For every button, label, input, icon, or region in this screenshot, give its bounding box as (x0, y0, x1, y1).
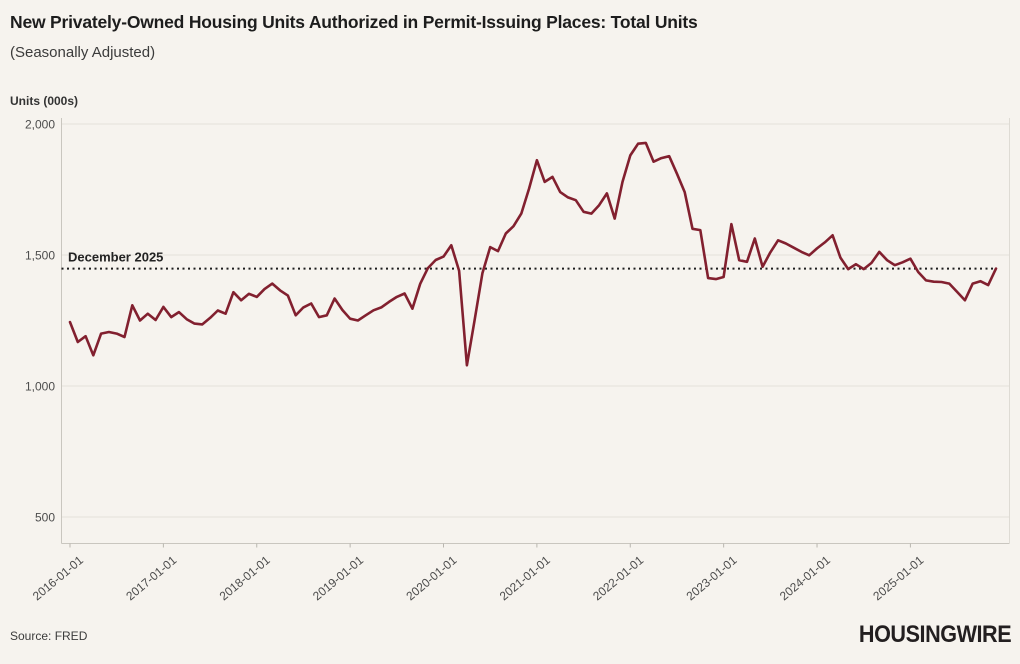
x-tick-label: 2025-01-01 (870, 553, 926, 603)
x-tick-label: 2016-01-01 (30, 553, 86, 603)
x-tick-labels: 2016-01-01 2017-01-01 2018-01-01 2019-01-01… (30, 543, 927, 603)
y-tick-label: 2,000 (25, 118, 55, 132)
chart-subtitle: (Seasonally Adjusted) (10, 44, 156, 61)
chart-title: New Privately-Owned Housing Units Author… (10, 12, 698, 32)
axes (61, 118, 1010, 544)
x-tick-label: 2020-01-01 (403, 553, 459, 603)
housingwire-logo: HOUSINGWIRE (858, 621, 1012, 648)
y-tick-labels: 500 1,000 1,500 2,000 (25, 118, 55, 525)
y-tick-label: 500 (35, 511, 55, 525)
x-tick-label: 2017-01-01 (123, 553, 179, 603)
x-tick-label: 2019-01-01 (310, 553, 366, 603)
y-tick-label: 1,500 (25, 249, 55, 263)
y-axis-label: Units (000s) (10, 94, 79, 108)
x-tick-label: 2022-01-01 (590, 553, 646, 603)
gridlines (61, 123, 1010, 518)
annotation-december-2025: December 2025 (68, 250, 163, 265)
x-tick-label: 2021-01-01 (497, 553, 553, 603)
x-tick-label: 2018-01-01 (217, 553, 273, 603)
x-tick-label: 2024-01-01 (777, 553, 833, 603)
series-line (68, 141, 998, 367)
source-text: Source: FRED (10, 629, 88, 643)
y-tick-label: 1,000 (25, 380, 55, 394)
x-tick-label: 2023-01-01 (684, 553, 740, 603)
